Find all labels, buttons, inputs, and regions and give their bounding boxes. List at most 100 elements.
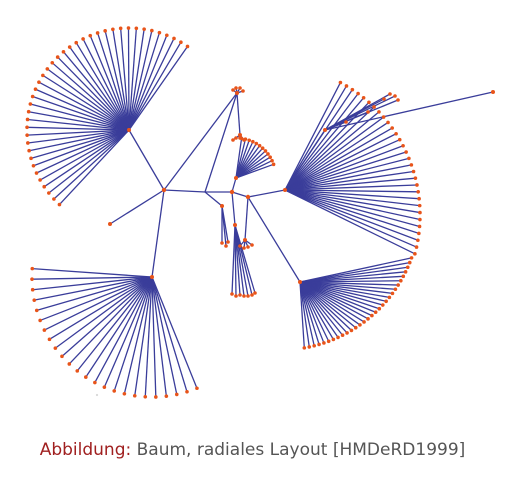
tree-node bbox=[390, 291, 395, 296]
tree-node bbox=[317, 342, 321, 347]
tree-node bbox=[220, 204, 224, 208]
tree-edge bbox=[54, 276, 153, 349]
figure-caption: Abbildung: Baum, radiales Layout [HMDeRD… bbox=[0, 440, 505, 460]
tree-node bbox=[322, 341, 326, 345]
tree-node bbox=[338, 80, 343, 85]
tree-edge bbox=[284, 93, 359, 191]
tree-node bbox=[238, 293, 242, 297]
tree-edge bbox=[128, 35, 168, 131]
tree-edge bbox=[299, 281, 352, 331]
tree-edge bbox=[299, 275, 404, 283]
tree-node bbox=[260, 146, 265, 150]
tree-edge bbox=[61, 276, 153, 357]
tree-node bbox=[242, 246, 246, 250]
tree-node bbox=[74, 40, 79, 45]
tree-node bbox=[30, 287, 35, 292]
caption-text: Baum, radiales Layout [HMDeRD1999] bbox=[136, 440, 466, 460]
tree-edge bbox=[235, 143, 257, 179]
tree-node bbox=[134, 26, 139, 31]
tree-edge bbox=[49, 276, 153, 340]
tree-node bbox=[126, 26, 131, 30]
tree-edge bbox=[235, 153, 269, 179]
tree-edge bbox=[235, 140, 250, 179]
tree-node bbox=[418, 217, 422, 222]
tree-edge bbox=[94, 276, 153, 383]
tree-node bbox=[174, 392, 179, 397]
tree-node bbox=[366, 110, 370, 114]
tree-node bbox=[384, 299, 388, 304]
tree-edge bbox=[235, 163, 274, 179]
tree-edge bbox=[36, 129, 130, 174]
tree-edge bbox=[234, 224, 249, 297]
tree-edge bbox=[284, 170, 414, 191]
tree-node bbox=[242, 294, 246, 298]
tree-edge bbox=[299, 281, 315, 346]
tree-node bbox=[47, 191, 51, 195]
tree-edge bbox=[247, 196, 301, 283]
tree-node bbox=[350, 87, 355, 92]
tree-node bbox=[243, 137, 248, 141]
tree-edge bbox=[43, 129, 130, 188]
tree-node bbox=[373, 310, 378, 315]
tree-edge bbox=[247, 189, 286, 198]
tree-node bbox=[26, 109, 31, 114]
tree-node bbox=[164, 394, 169, 398]
tree-node bbox=[102, 385, 107, 389]
tree-edge bbox=[284, 189, 419, 193]
tree-edge bbox=[299, 281, 396, 290]
radial-tree-diagram bbox=[25, 26, 495, 399]
tree-edge bbox=[284, 111, 380, 191]
tree-edge bbox=[234, 224, 245, 297]
tree-edge bbox=[39, 129, 130, 181]
tree-edge bbox=[299, 281, 320, 345]
tree-node bbox=[55, 55, 60, 59]
tree-node bbox=[409, 163, 414, 167]
tree-node bbox=[172, 36, 176, 41]
tree-node bbox=[399, 278, 403, 283]
tree-edge bbox=[299, 281, 305, 348]
tree-edge bbox=[284, 151, 407, 191]
tree-node bbox=[75, 369, 80, 373]
tree-edge bbox=[284, 164, 412, 191]
tree-edge bbox=[28, 111, 130, 131]
tree-node bbox=[372, 105, 376, 109]
tree-node bbox=[377, 110, 381, 114]
tree-node bbox=[263, 149, 268, 153]
tree-edge bbox=[284, 121, 389, 191]
tree-edge bbox=[235, 141, 254, 179]
tree-node bbox=[88, 33, 93, 38]
tree-node bbox=[396, 283, 400, 287]
tree-node bbox=[362, 320, 366, 324]
tree-node bbox=[349, 328, 354, 333]
tree-edge bbox=[57, 56, 130, 131]
tree-edge bbox=[284, 189, 420, 207]
tree-node bbox=[238, 133, 242, 137]
tree-edge bbox=[284, 189, 420, 228]
tree-edge bbox=[284, 189, 421, 221]
tree-edge bbox=[134, 276, 153, 396]
tree-edge bbox=[299, 281, 325, 344]
tree-node bbox=[67, 45, 72, 49]
tree-node bbox=[37, 80, 41, 84]
tree-node bbox=[30, 266, 35, 271]
tree-edge bbox=[204, 92, 238, 193]
tree-edge bbox=[128, 129, 165, 191]
tree-node bbox=[57, 202, 62, 207]
tree-edge bbox=[27, 129, 130, 136]
tree-node bbox=[257, 143, 262, 148]
tree-node bbox=[246, 245, 250, 249]
tree-edge bbox=[299, 281, 380, 310]
tree-edge bbox=[235, 147, 264, 179]
tree-node bbox=[407, 156, 411, 161]
tree-node bbox=[95, 31, 100, 35]
tree-node bbox=[111, 27, 115, 32]
tree-edge bbox=[299, 281, 383, 306]
tree-node bbox=[491, 90, 495, 94]
tree-edge bbox=[324, 95, 396, 131]
tree-edge bbox=[32, 276, 153, 291]
tree-node bbox=[241, 89, 245, 93]
tree-node bbox=[50, 61, 55, 65]
tree-node bbox=[336, 335, 340, 340]
tree-edge bbox=[299, 281, 334, 340]
tree-node bbox=[108, 222, 112, 226]
